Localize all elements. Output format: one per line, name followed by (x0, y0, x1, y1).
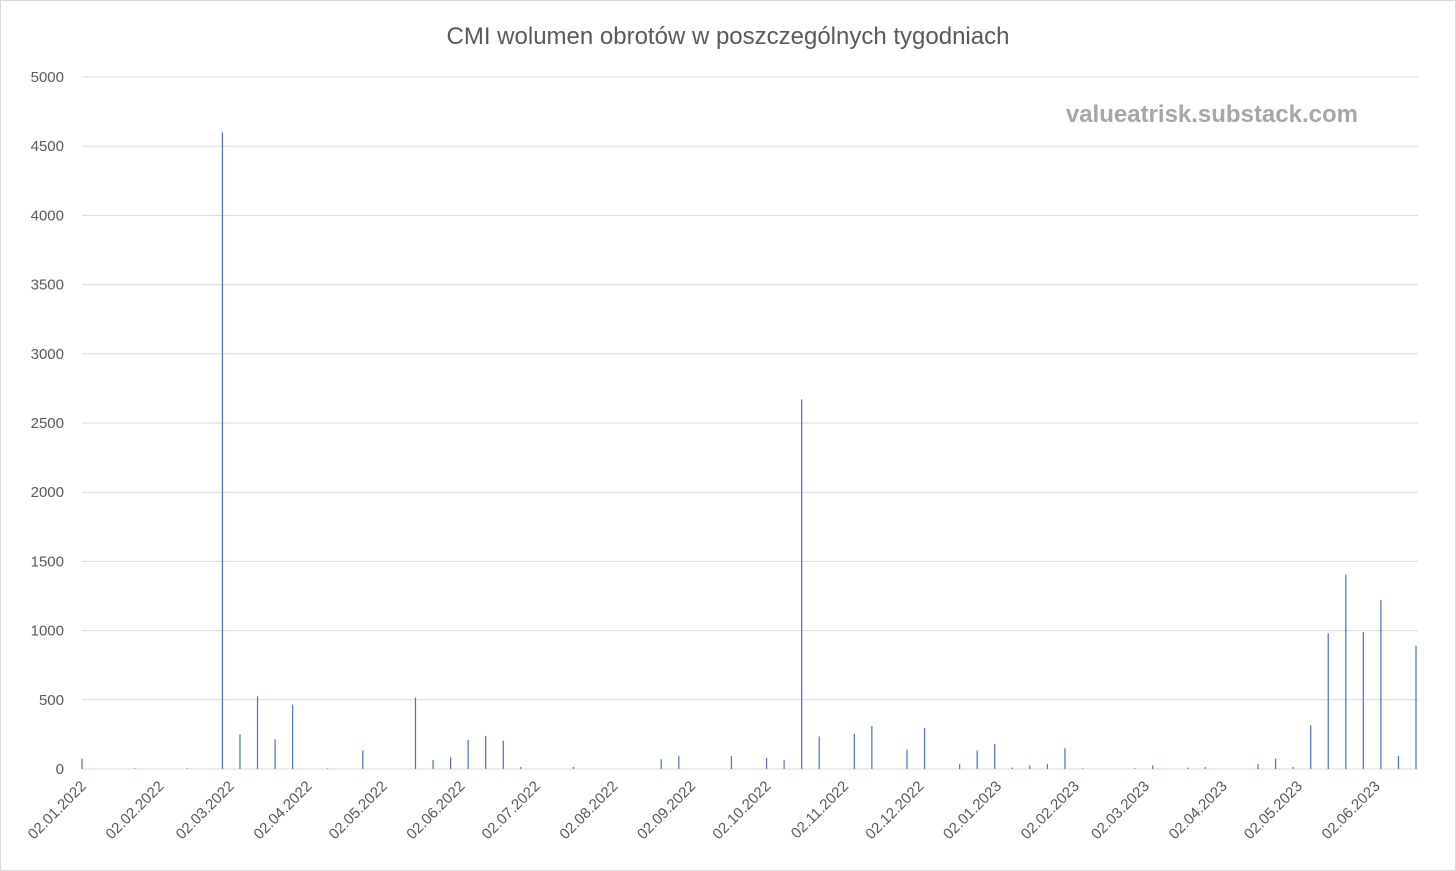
bar (274, 739, 276, 769)
bar (432, 760, 434, 769)
y-tick-label: 3000 (31, 346, 64, 363)
bar (414, 697, 417, 769)
bar (1397, 755, 1400, 769)
bar (1134, 768, 1136, 769)
bar (818, 736, 820, 769)
bar (1046, 764, 1048, 769)
bar (1415, 645, 1417, 769)
y-tick-label: 1000 (31, 623, 64, 640)
bar (853, 733, 855, 769)
y-tick-label: 500 (39, 692, 64, 709)
y-tick-label: 5000 (31, 69, 64, 86)
bar (327, 768, 329, 769)
bar (1204, 766, 1206, 769)
bar (81, 758, 83, 769)
bar (362, 750, 364, 769)
bar (660, 759, 662, 769)
bar (906, 749, 908, 769)
bar (1081, 768, 1084, 769)
bar (256, 696, 259, 769)
bar (292, 704, 294, 769)
bar (520, 766, 522, 769)
bar (467, 739, 469, 769)
bar (678, 755, 680, 769)
y-tick-label: 2000 (31, 484, 64, 501)
bar (134, 768, 136, 769)
bar (1274, 758, 1277, 769)
y-tick-label: 1500 (31, 553, 64, 570)
bar (239, 734, 241, 769)
bar (450, 757, 452, 769)
bar (1327, 633, 1329, 769)
bar (765, 757, 768, 769)
y-tick-label: 4000 (31, 207, 64, 224)
bar (923, 728, 926, 769)
bar (1152, 765, 1154, 769)
bar (186, 768, 188, 769)
bar (485, 735, 487, 769)
bar (783, 760, 785, 769)
bar (1187, 767, 1189, 769)
bar (502, 740, 504, 769)
bar (221, 132, 224, 770)
bar (801, 399, 803, 769)
y-tick-label: 2500 (31, 415, 64, 432)
bar (1257, 764, 1259, 769)
bar (1011, 767, 1013, 769)
bar (959, 764, 961, 769)
bar (976, 750, 978, 769)
bar (1345, 574, 1347, 769)
bar (1310, 725, 1312, 769)
y-tick-label: 3500 (31, 277, 64, 294)
bar (1064, 748, 1066, 769)
bar (730, 755, 733, 769)
bar (1029, 765, 1031, 769)
bar (994, 744, 996, 769)
bar (871, 726, 873, 769)
bar (1362, 631, 1364, 769)
bar (1380, 600, 1382, 769)
bar (572, 766, 575, 769)
bar (1292, 766, 1294, 769)
y-tick-label: 4500 (31, 138, 64, 155)
y-tick-label: 0 (56, 761, 64, 778)
watermark: valueatrisk.substack.com (1066, 101, 1358, 128)
chart-title: CMI wolumen obrotów w poszczególnych tyg… (447, 23, 1010, 50)
